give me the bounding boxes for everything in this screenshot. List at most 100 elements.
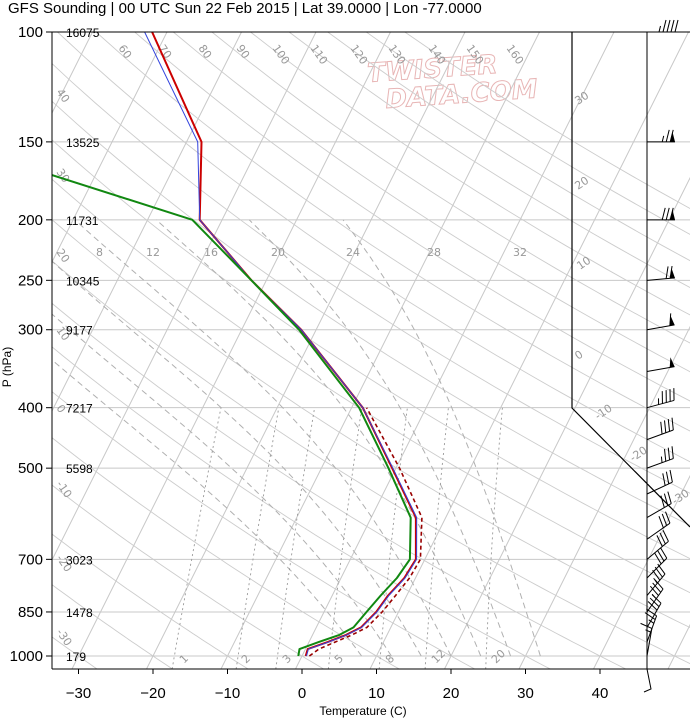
isotherm-line <box>443 176 690 669</box>
wind-barb-feather <box>657 563 666 575</box>
wind-barb <box>646 265 675 281</box>
wetbulb-label: 16 <box>204 246 218 259</box>
moist-adiabat-line <box>248 219 512 657</box>
wind-barb-feather <box>665 129 670 143</box>
height-label: 16075 <box>66 26 100 40</box>
wind-barb-half-feather <box>645 629 652 633</box>
wind-barb <box>646 530 669 560</box>
wind-barb-half-feather <box>658 25 661 33</box>
moist-adiabat-line <box>52 260 422 657</box>
isotherm-label: -20 <box>627 444 649 465</box>
dry-adiabat-line <box>52 219 690 629</box>
wind-barb-feather <box>671 446 674 459</box>
wind-barb-half-feather <box>661 135 665 143</box>
height-label: 13525 <box>66 136 100 150</box>
wind-barb-feather <box>663 493 669 506</box>
wind-barb-staff <box>646 324 675 331</box>
wind-barb <box>646 357 675 372</box>
dry-adiabat-line <box>52 584 174 669</box>
wind-barb-staff <box>646 522 671 540</box>
wind-barb-staff <box>646 573 666 596</box>
x-tick-label: 20 <box>443 685 460 702</box>
x-tick-label: 0 <box>298 685 306 702</box>
y-tick-label: 400 <box>18 400 43 417</box>
mixing-ratio-line <box>275 407 316 669</box>
wetbulb-label: 8 <box>96 246 103 259</box>
wind-barb-feather <box>659 532 666 545</box>
grid-lines <box>52 32 690 669</box>
moist-adiabat-line <box>155 219 482 657</box>
moist-adiabat-line <box>74 219 452 657</box>
wind-barb-staff <box>646 540 669 560</box>
wind-barb-feather <box>674 19 679 33</box>
wind-barb-feather <box>644 612 656 620</box>
isotherm-label: 20 <box>572 174 591 193</box>
wind-barb-feather <box>658 516 664 528</box>
wind-barb-half-feather <box>660 456 663 463</box>
wind-barb-feather <box>660 421 663 435</box>
y-tick-label: 850 <box>18 604 43 621</box>
wind-barb-feather <box>669 313 672 326</box>
wind-barb-staff <box>646 602 662 628</box>
y-tick-label: 300 <box>18 322 43 339</box>
isotherm-label: -10 <box>592 402 614 423</box>
dry-adiabat-label: 80 <box>196 42 215 61</box>
wind-barb <box>646 446 674 469</box>
wind-barb-feather <box>657 550 665 562</box>
dry-adiabat-label: 90 <box>234 42 253 61</box>
wind-barb-feather <box>671 417 674 431</box>
mixing-ratio-label: 12 <box>429 647 448 666</box>
wind-barb-staff <box>646 503 672 518</box>
isotherm-line <box>667 623 690 669</box>
wind-barbs <box>640 19 679 693</box>
dry-adiabat-line <box>52 391 476 669</box>
height-label: 3023 <box>66 553 93 567</box>
isotherm-label: 10 <box>574 254 593 273</box>
height-label: 5598 <box>66 462 93 476</box>
wind-barb-staff <box>646 458 674 469</box>
wind-barb-staff <box>646 628 653 657</box>
dry-adiabat-line <box>134 32 690 402</box>
height-label: 11731 <box>66 214 99 228</box>
mixing-ratio-line <box>378 407 408 669</box>
isotherm-line <box>518 325 690 669</box>
x-axis-title: Temperature (C) <box>319 704 406 718</box>
dry-adiabat-line <box>288 32 690 288</box>
wind-barb <box>646 313 675 331</box>
mixing-ratio-line <box>171 407 222 669</box>
mixing-ratio-line <box>235 407 280 669</box>
wind-barb-flag <box>669 357 675 368</box>
isotherm-label: -30 <box>669 487 690 508</box>
wind-barb-feather <box>665 207 670 220</box>
wind-barb-feather <box>652 582 662 593</box>
mixing-ratio-line <box>424 407 449 669</box>
height-label: 9177 <box>66 324 93 338</box>
wind-barb <box>646 547 668 579</box>
height-label: 7217 <box>66 402 93 416</box>
height-label: 10345 <box>66 274 100 288</box>
x-tick-label: 30 <box>517 685 534 702</box>
wind-barb-feather <box>667 447 671 461</box>
wind-barb-feather <box>640 622 653 629</box>
x-tick-label: −20 <box>140 685 165 702</box>
wind-barb-feather <box>665 511 671 524</box>
wind-barb-feather <box>662 19 667 33</box>
chart-title: GFS Sounding | 00 UTC Sun 22 Feb 2015 | … <box>8 0 482 17</box>
mixing-ratio-line <box>485 407 503 669</box>
wetbulb-label: 24 <box>346 246 360 259</box>
wind-barb <box>646 469 673 495</box>
wind-barb-feather <box>669 207 674 220</box>
isotherm-line <box>294 32 615 669</box>
x-tick-label: −10 <box>215 685 240 702</box>
wind-barb <box>646 417 674 441</box>
wind-barb-feather <box>649 597 660 608</box>
wind-barb-feather <box>670 19 675 33</box>
wetbulb-label: 28 <box>427 246 441 259</box>
wind-barb-feather <box>654 566 663 578</box>
dry-adiabat-label: 100 <box>270 42 293 67</box>
dry-adiabat-line <box>211 32 690 344</box>
isotherm-label: 30 <box>572 89 591 108</box>
dry-adiabat-line <box>52 302 627 669</box>
dry-adiabat-line <box>52 139 690 560</box>
